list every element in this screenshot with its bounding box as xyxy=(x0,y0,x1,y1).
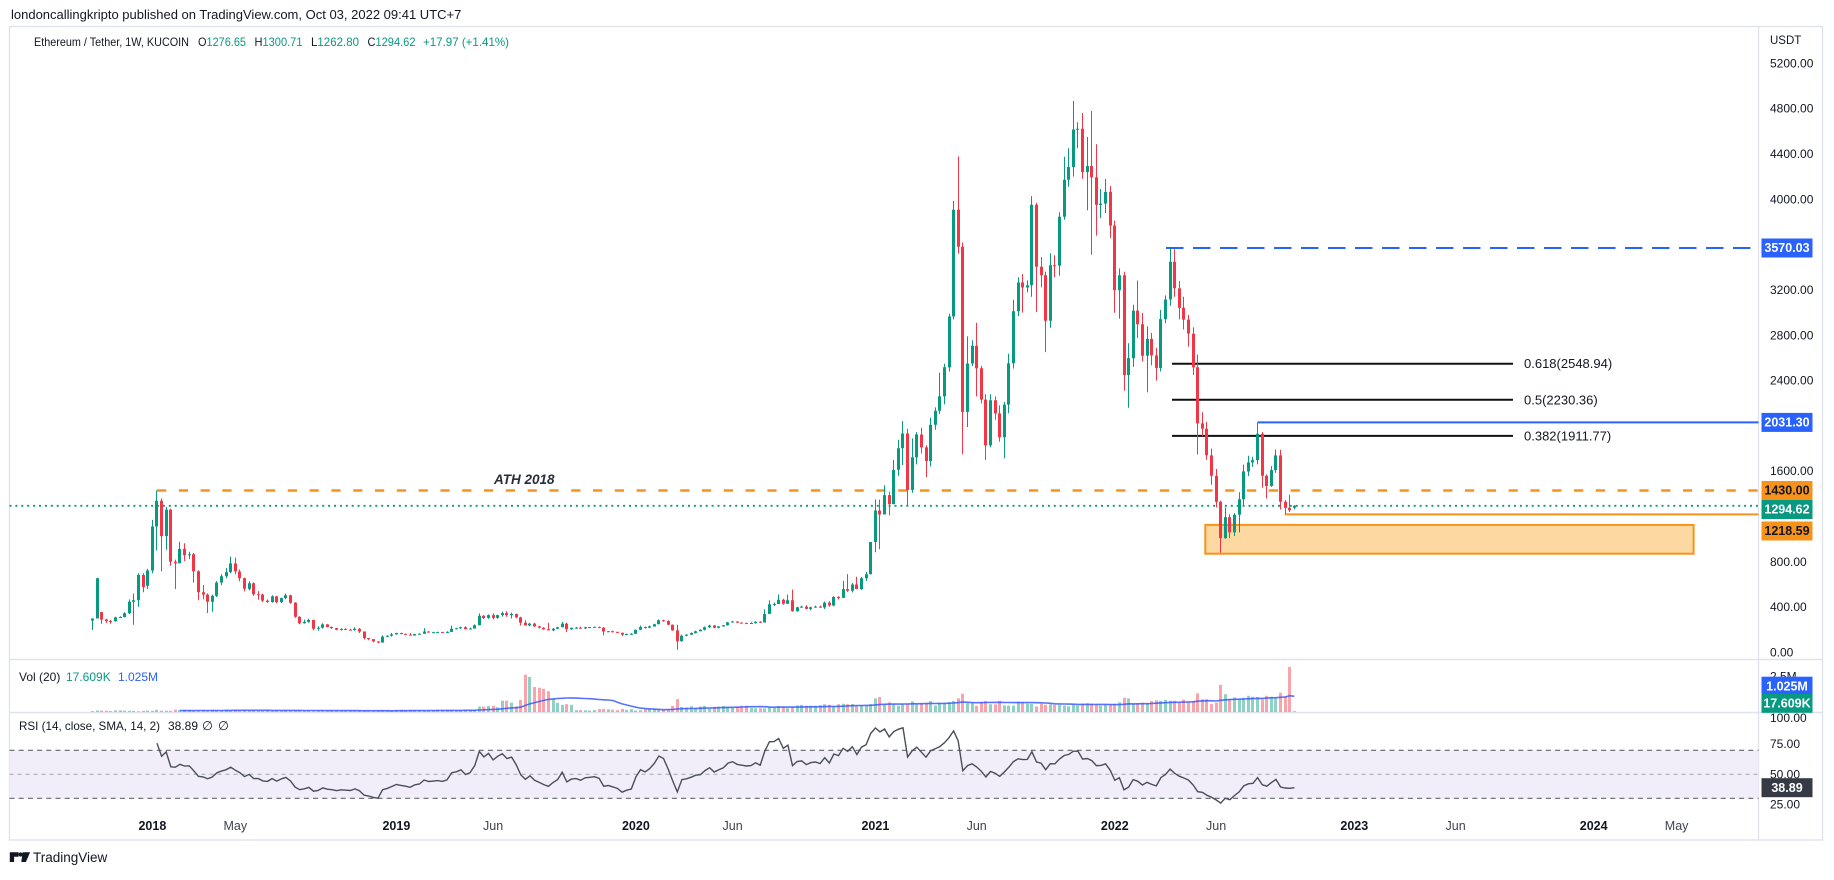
svg-text:londoncallingkripto published: londoncallingkripto published on Trading… xyxy=(11,7,461,22)
svg-text:Jun: Jun xyxy=(483,819,503,833)
svg-text:1294.62: 1294.62 xyxy=(1764,503,1809,517)
svg-text:2031.30: 2031.30 xyxy=(1764,416,1809,430)
svg-text:Jun: Jun xyxy=(1206,819,1226,833)
svg-text:2800.00: 2800.00 xyxy=(1770,328,1814,342)
svg-text:2020: 2020 xyxy=(622,819,650,833)
svg-text:800.00: 800.00 xyxy=(1770,555,1807,569)
svg-text:2400.00: 2400.00 xyxy=(1770,374,1814,388)
svg-text:USDT: USDT xyxy=(1770,35,1801,47)
svg-text:0.382(1911.77): 0.382(1911.77) xyxy=(1524,428,1611,443)
svg-text:17.609K: 17.609K xyxy=(1763,697,1810,711)
svg-text:3570.03: 3570.03 xyxy=(1764,241,1809,255)
svg-text:L1262.80: L1262.80 xyxy=(311,35,359,49)
svg-text:Jun: Jun xyxy=(967,819,987,833)
svg-text:1430.00: 1430.00 xyxy=(1764,484,1809,498)
svg-text:38.89: 38.89 xyxy=(168,719,198,733)
svg-text:Ethereum / Tether, 1W, KUCOIN: Ethereum / Tether, 1W, KUCOIN xyxy=(34,35,189,49)
svg-text:100.00: 100.00 xyxy=(1770,711,1807,725)
svg-text:17.609K: 17.609K xyxy=(66,670,111,684)
svg-text:∅: ∅ xyxy=(218,719,229,733)
svg-text:2018: 2018 xyxy=(138,819,166,833)
svg-text:75.00: 75.00 xyxy=(1770,737,1800,751)
svg-text:3200.00: 3200.00 xyxy=(1770,283,1814,297)
svg-text:4000.00: 4000.00 xyxy=(1770,192,1814,206)
svg-text:Jun: Jun xyxy=(723,819,743,833)
svg-text:0.618(2548.94): 0.618(2548.94) xyxy=(1524,356,1612,371)
svg-text:Jun: Jun xyxy=(1446,819,1466,833)
svg-text:1.025M: 1.025M xyxy=(1766,679,1808,693)
svg-text:1600.00: 1600.00 xyxy=(1770,464,1814,478)
svg-text:50.00: 50.00 xyxy=(1770,767,1800,781)
svg-text:+17.97 (+1.41%): +17.97 (+1.41%) xyxy=(423,35,509,49)
svg-text:4400.00: 4400.00 xyxy=(1770,147,1814,161)
svg-text:TradingView: TradingView xyxy=(33,850,108,865)
svg-text:H1300.71: H1300.71 xyxy=(255,35,303,49)
svg-text:2024: 2024 xyxy=(1580,819,1608,833)
svg-text:1218.59: 1218.59 xyxy=(1764,524,1809,538)
svg-text:5200.00: 5200.00 xyxy=(1770,56,1814,70)
svg-text:4800.00: 4800.00 xyxy=(1770,102,1814,116)
svg-text:2021: 2021 xyxy=(861,819,889,833)
svg-text:2019: 2019 xyxy=(382,819,410,833)
svg-text:O1276.65: O1276.65 xyxy=(198,35,246,49)
svg-text:400.00: 400.00 xyxy=(1770,600,1807,614)
svg-text:2022: 2022 xyxy=(1101,819,1129,833)
svg-text:RSI (14, close, SMA, 14, 2): RSI (14, close, SMA, 14, 2) xyxy=(19,719,160,733)
svg-text:2023: 2023 xyxy=(1340,819,1368,833)
svg-text:0.5(2230.36): 0.5(2230.36) xyxy=(1524,392,1598,407)
svg-text:1.025M: 1.025M xyxy=(118,670,158,684)
svg-text:∅: ∅ xyxy=(202,719,213,733)
svg-text:ATH 2018: ATH 2018 xyxy=(493,472,555,487)
svg-text:38.89: 38.89 xyxy=(1771,781,1802,795)
svg-text:C1294.62: C1294.62 xyxy=(368,35,416,49)
svg-text:25.00: 25.00 xyxy=(1770,797,1800,811)
svg-text:May: May xyxy=(223,819,247,833)
svg-text:May: May xyxy=(1665,819,1689,833)
svg-text:Vol (20): Vol (20) xyxy=(19,670,60,684)
svg-text:0.00: 0.00 xyxy=(1770,646,1794,660)
